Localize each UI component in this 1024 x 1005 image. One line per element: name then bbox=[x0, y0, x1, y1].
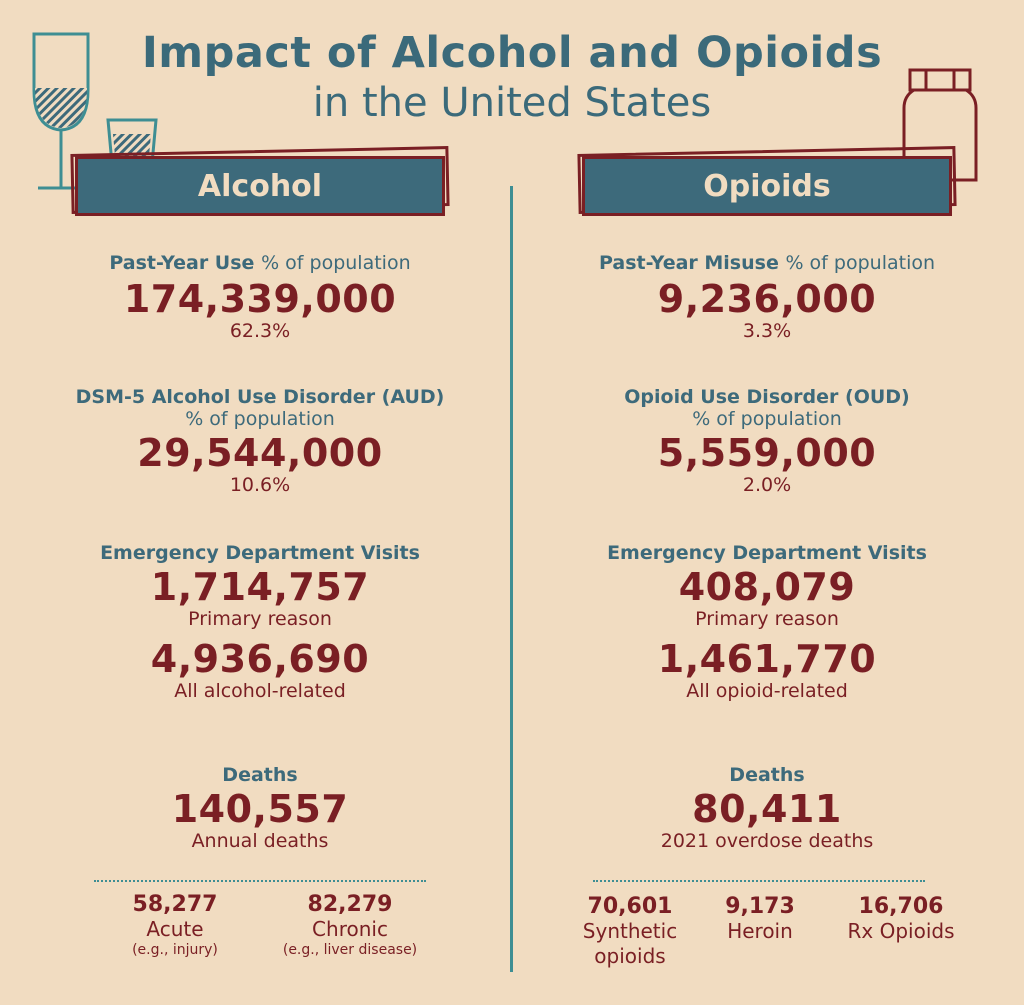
opioids-heroin-value: 9,173 bbox=[725, 894, 795, 919]
alcohol-banner: Alcohol bbox=[70, 146, 450, 216]
alcohol-ed-block: Emergency Department Visits 1,714,757 Pr… bbox=[10, 542, 510, 702]
alcohol-ed-primary-label: Primary reason bbox=[188, 607, 332, 630]
opioids-ed-related-label: All opioid-related bbox=[686, 679, 848, 702]
opioids-rx-value: 16,706 bbox=[858, 894, 944, 919]
opioids-heroin-label: Heroin bbox=[727, 919, 793, 943]
alcohol-chronic-label: Chronic bbox=[312, 917, 388, 941]
opioids-synthetic-value: 70,601 bbox=[587, 894, 673, 919]
alcohol-dotted-separator bbox=[94, 880, 426, 882]
page-subtitle: in the United States bbox=[312, 80, 712, 126]
opioids-rx-label: Rx Opioids bbox=[847, 919, 955, 943]
opioids-deaths-value: 80,411 bbox=[692, 787, 842, 831]
alcohol-chronic-item: 82,279 Chronic (e.g., liver disease) bbox=[250, 892, 450, 958]
opioids-use-pct: 3.3% bbox=[742, 319, 792, 342]
header: Impact of Alcohol and Opioids in the Uni… bbox=[0, 28, 1024, 126]
opioids-deaths-block: Deaths 80,411 2021 overdose deaths bbox=[517, 764, 1017, 852]
alcohol-deaths-label: Annual deaths bbox=[191, 829, 329, 852]
alcohol-chronic-value: 82,279 bbox=[307, 892, 393, 917]
alcohol-deaths-block: Deaths 140,557 Annual deaths bbox=[10, 764, 510, 852]
alcohol-acute-label: Acute bbox=[146, 917, 204, 941]
opioids-banner-label: Opioids bbox=[582, 156, 952, 216]
opioids-ed-primary-label: Primary reason bbox=[695, 607, 839, 630]
alcohol-column: Alcohol Past-Year Use % of population 17… bbox=[10, 146, 510, 958]
opioids-banner: Opioids bbox=[577, 146, 957, 216]
alcohol-use-heading: Past-Year Use bbox=[109, 252, 255, 274]
opioids-synthetic-label-1: Synthetic bbox=[582, 919, 678, 943]
opioids-column: Opioids Past-Year Misuse % of population… bbox=[517, 146, 1017, 968]
alcohol-chronic-note: (e.g., liver disease) bbox=[282, 942, 418, 958]
opioids-disorder-pct: 2.0% bbox=[742, 473, 792, 496]
opioids-ed-block: Emergency Department Visits 408,079 Prim… bbox=[517, 542, 1017, 702]
alcohol-use-heading-note: % of population bbox=[261, 252, 411, 274]
opioids-disorder-heading: Opioid Use Disorder (OUD) bbox=[624, 386, 910, 408]
alcohol-use-block: Past-Year Use % of population 174,339,00… bbox=[10, 252, 510, 342]
opioids-synthetic-item: 70,601 Synthetic opioids bbox=[557, 894, 703, 969]
opioids-deaths-label: 2021 overdose deaths bbox=[660, 829, 874, 852]
column-divider bbox=[510, 186, 513, 972]
alcohol-ed-heading: Emergency Department Visits bbox=[100, 542, 420, 564]
alcohol-use-value: 174,339,000 bbox=[123, 277, 397, 321]
opioids-ed-heading: Emergency Department Visits bbox=[607, 542, 927, 564]
alcohol-disorder-block: DSM-5 Alcohol Use Disorder (AUD) % of po… bbox=[10, 386, 510, 496]
opioids-disorder-value: 5,559,000 bbox=[657, 431, 877, 475]
opioids-dotted-separator bbox=[593, 880, 925, 882]
opioids-heroin-item: 9,173 Heroin bbox=[705, 894, 815, 944]
opioids-ed-primary-value: 408,079 bbox=[678, 565, 856, 609]
opioids-synthetic-label-2: opioids bbox=[594, 944, 666, 968]
alcohol-use-pct: 62.3% bbox=[229, 319, 291, 342]
alcohol-ed-primary-value: 1,714,757 bbox=[150, 565, 370, 609]
opioids-rx-item: 16,706 Rx Opioids bbox=[827, 894, 975, 944]
alcohol-banner-label: Alcohol bbox=[75, 156, 445, 216]
alcohol-disorder-value: 29,544,000 bbox=[137, 431, 383, 475]
pill-bottle-icon bbox=[902, 68, 978, 182]
alcohol-ed-related-value: 4,936,690 bbox=[150, 636, 370, 681]
page-title: Impact of Alcohol and Opioids bbox=[141, 28, 883, 78]
alcohol-acute-note: (e.g., injury) bbox=[132, 942, 218, 958]
alcohol-acute-value: 58,277 bbox=[132, 892, 218, 917]
alcohol-ed-related-label: All alcohol-related bbox=[174, 679, 346, 702]
opioids-use-heading-note: % of population bbox=[785, 252, 936, 274]
opioids-ed-related-value: 1,461,770 bbox=[657, 636, 877, 681]
opioids-deaths-heading: Deaths bbox=[729, 764, 805, 786]
alcohol-disorder-sub: % of population bbox=[185, 408, 335, 430]
alcohol-disorder-heading: DSM-5 Alcohol Use Disorder (AUD) bbox=[75, 386, 445, 408]
opioids-disorder-sub: % of population bbox=[692, 408, 842, 430]
alcohol-deaths-heading: Deaths bbox=[222, 764, 298, 786]
opioids-use-value: 9,236,000 bbox=[657, 277, 877, 321]
opioids-disorder-block: Opioid Use Disorder (OUD) % of populatio… bbox=[517, 386, 1017, 496]
alcohol-disorder-pct: 10.6% bbox=[229, 473, 291, 496]
opioids-use-block: Past-Year Misuse % of population 9,236,0… bbox=[517, 252, 1017, 342]
alcohol-acute-item: 58,277 Acute (e.g., injury) bbox=[110, 892, 240, 958]
alcohol-deaths-value: 140,557 bbox=[171, 787, 349, 831]
opioids-use-heading: Past-Year Misuse bbox=[598, 252, 779, 274]
